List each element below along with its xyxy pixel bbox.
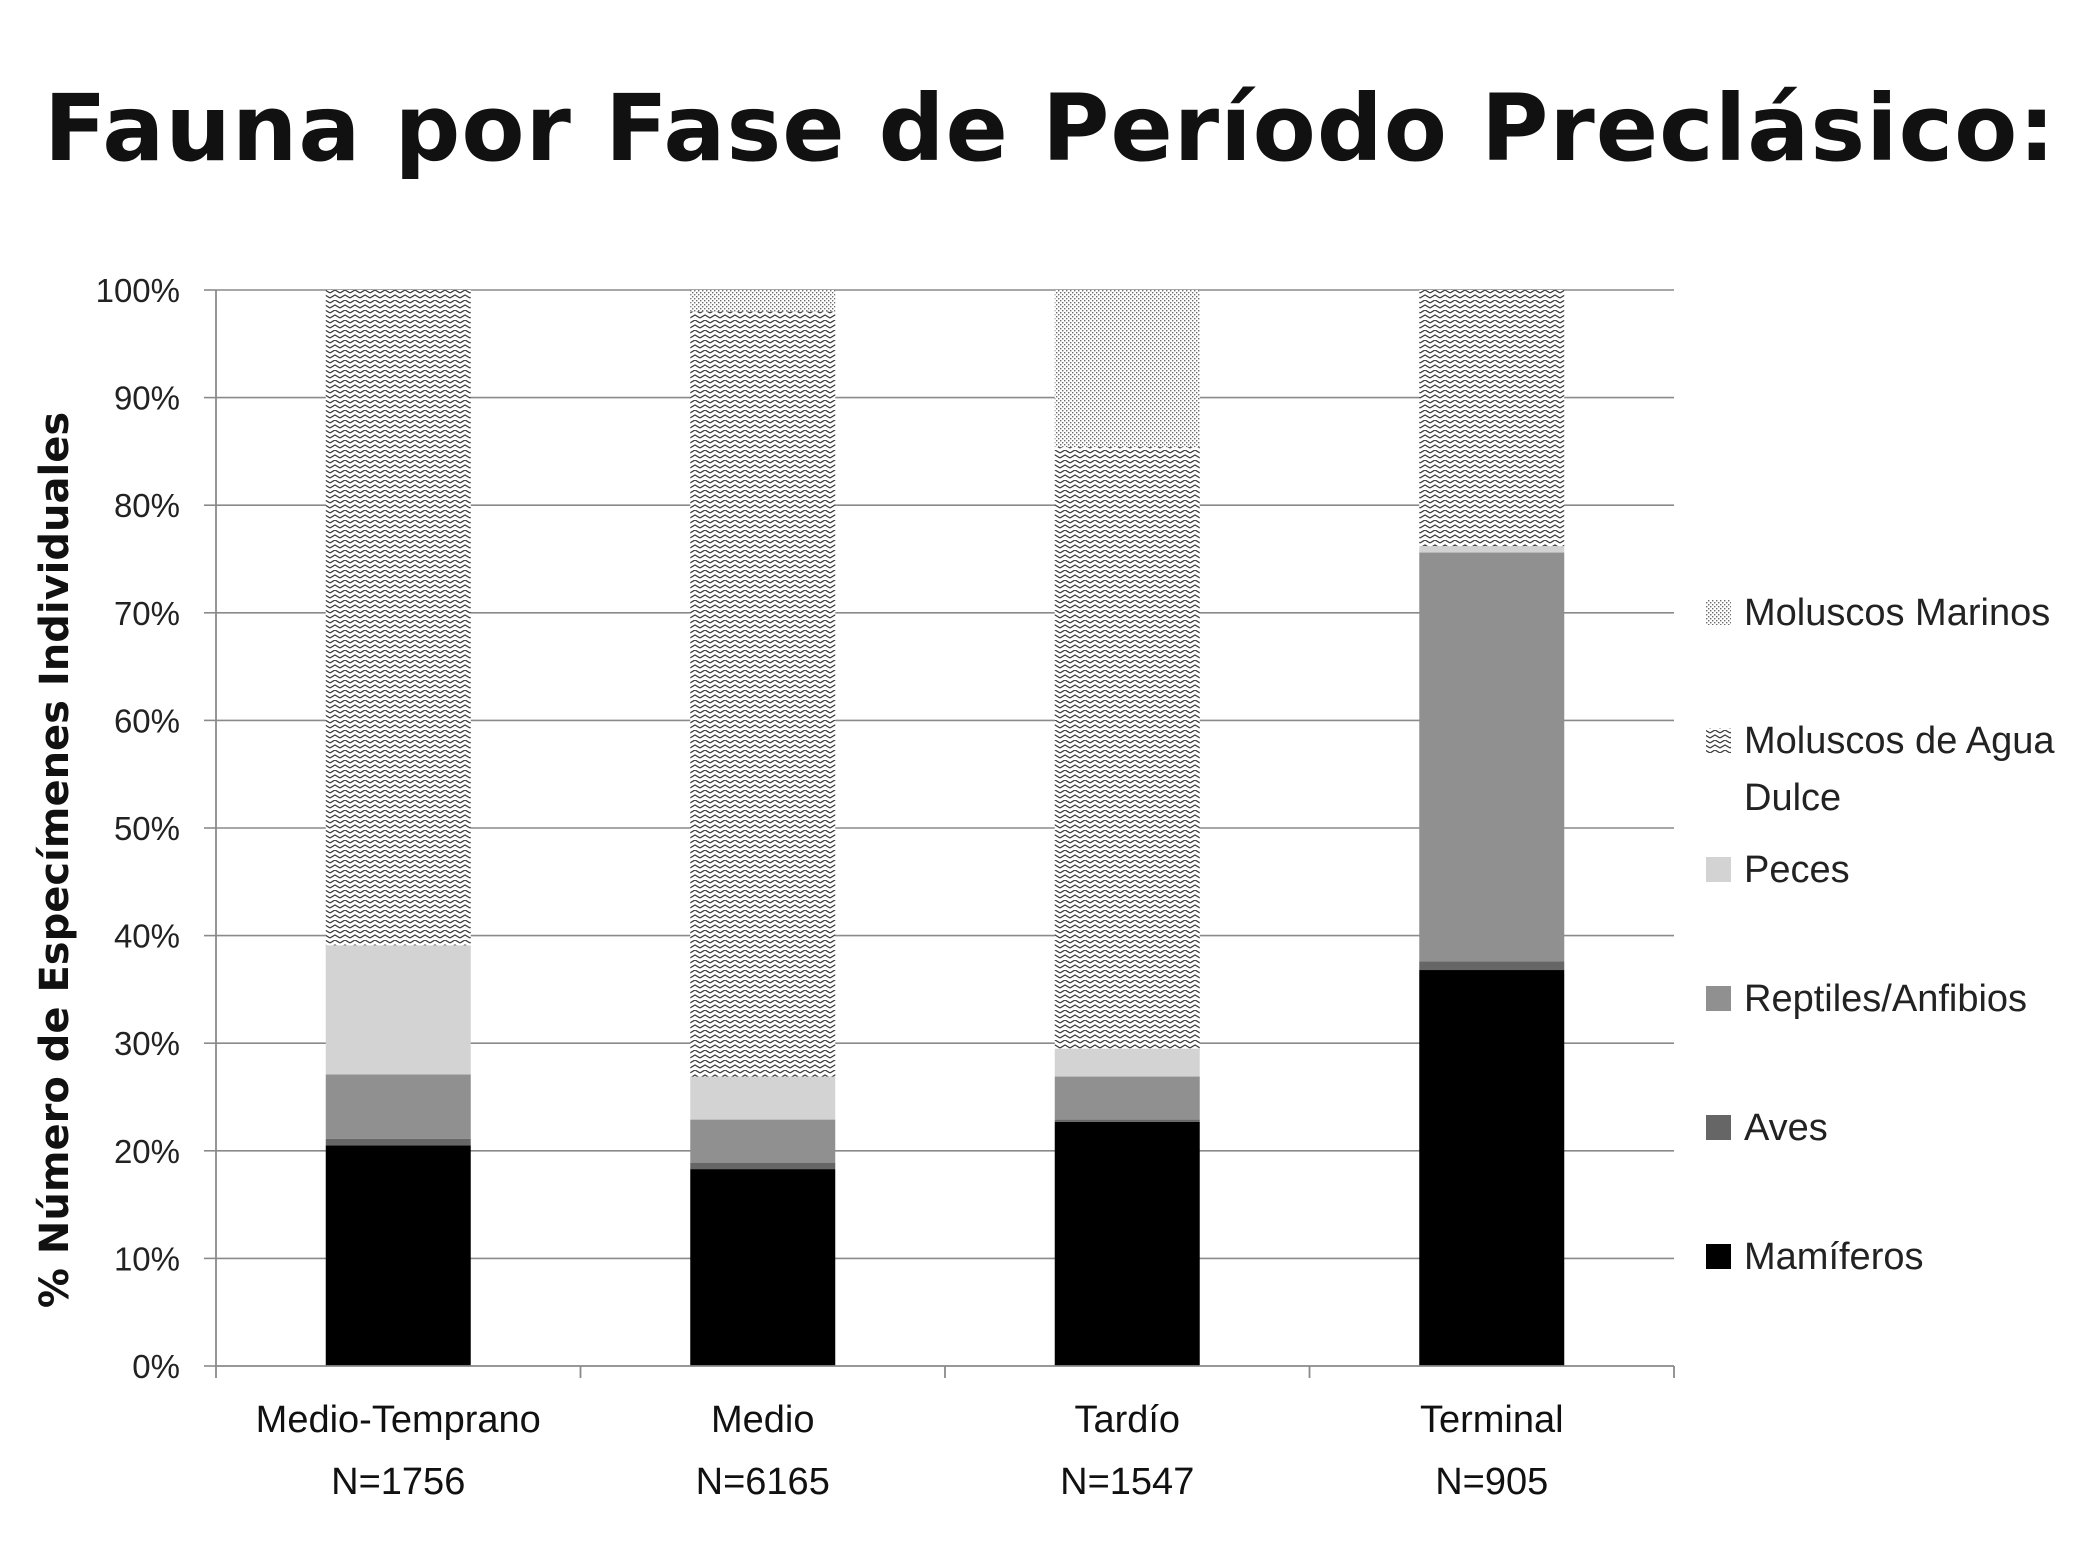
y-tick-label: 90% — [114, 380, 180, 417]
bar-reptiles-anfibios-medio-temprano — [325, 1074, 471, 1139]
x-category-count: N=905 — [1435, 1461, 1548, 1503]
y-tick-label: 100% — [96, 272, 180, 309]
x-category-count: N=1756 — [331, 1461, 465, 1503]
legend-swatch-reptiles-anfibios — [1706, 986, 1731, 1011]
bar-moluscos-de-agua-dulce-tardio — [1054, 447, 1200, 1049]
bar-peces-medio — [690, 1076, 836, 1120]
legend-label-reptiles-anfibios: Reptiles/Anfibios — [1744, 978, 2027, 1020]
chart-title: Fauna por Fase de Período Preclásico: — [43, 75, 2057, 182]
y-tick-label: 80% — [114, 487, 180, 524]
y-tick-label: 50% — [114, 810, 180, 847]
legend-swatch-mamiferos — [1706, 1244, 1731, 1269]
bar-moluscos-marinos-medio — [690, 290, 836, 312]
y-axis-label: % Número de Especímenes Individuales — [32, 412, 78, 1308]
legend-label-moluscos-de-agua-dulce: Moluscos de Agua — [1744, 720, 2055, 762]
bar-mamiferos-medio-temprano — [325, 1145, 471, 1366]
legend: Moluscos Marinos Moluscos de Agua Dulce Pec… — [1706, 592, 2055, 1278]
x-category-labels: Medio-Temprano N=1756 Medio N=6165 Tardío N=1… — [256, 1399, 1564, 1503]
bar-aves-terminal — [1419, 961, 1565, 971]
legend-swatch-aves — [1706, 1115, 1731, 1140]
bar-moluscos-de-agua-dulce-terminal — [1419, 290, 1565, 547]
bar-peces-medio-temprano — [325, 945, 471, 1075]
y-tick-label: 10% — [114, 1240, 180, 1277]
bar-moluscos-marinos-tardio — [1054, 290, 1200, 448]
bar-mamiferos-terminal — [1419, 970, 1565, 1366]
x-category-label: Medio — [711, 1399, 815, 1441]
bar-aves-tardio — [1054, 1119, 1200, 1122]
y-tick-labels: 0% 10% 20% 30% 40% 50% 60% 70% 80% 90% 100% — [96, 272, 180, 1385]
y-tick-label: 0% — [132, 1348, 180, 1385]
legend-label-mamiferos: Mamíferos — [1744, 1236, 1923, 1278]
bar-peces-tardio — [1054, 1048, 1200, 1077]
legend-label-peces: Peces — [1744, 849, 1850, 891]
bar-moluscos-de-agua-dulce-medio — [690, 311, 836, 1077]
x-category-label: Terminal — [1420, 1399, 1564, 1441]
x-category-label: Tardío — [1074, 1399, 1180, 1441]
x-category-label: Medio-Temprano — [256, 1399, 541, 1441]
x-category-count: N=1547 — [1060, 1461, 1194, 1503]
bar-aves-medio — [690, 1162, 836, 1170]
bar-reptiles-anfibios-medio — [690, 1119, 836, 1163]
y-tick-label: 70% — [114, 595, 180, 632]
axes — [215, 290, 1675, 1378]
legend-swatch-moluscos-de-agua-dulce — [1706, 728, 1731, 753]
x-category-count: N=6165 — [696, 1461, 830, 1503]
bar-aves-medio-temprano — [325, 1138, 471, 1146]
y-tick-label: 40% — [114, 918, 180, 955]
legend-label-moluscos-de-agua-dulce: Dulce — [1744, 777, 1841, 819]
legend-swatch-moluscos-marinos — [1706, 600, 1731, 625]
bar-reptiles-anfibios-terminal — [1419, 552, 1565, 962]
bar-peces-terminal — [1419, 546, 1565, 553]
y-tick-label: 60% — [114, 702, 180, 739]
bar-mamiferos-tardio — [1054, 1121, 1200, 1366]
legend-label-aves: Aves — [1744, 1107, 1828, 1149]
legend-label-moluscos-marinos: Moluscos Marinos — [1744, 592, 2050, 634]
bar-reptiles-anfibios-tardio — [1054, 1076, 1200, 1120]
bars — [325, 290, 1565, 1366]
legend-swatch-peces — [1706, 857, 1731, 882]
y-tick-label: 30% — [114, 1025, 180, 1062]
bar-mamiferos-medio — [690, 1169, 836, 1366]
y-tick-label: 20% — [114, 1133, 180, 1170]
bar-moluscos-de-agua-dulce-medio-temprano — [325, 290, 471, 946]
